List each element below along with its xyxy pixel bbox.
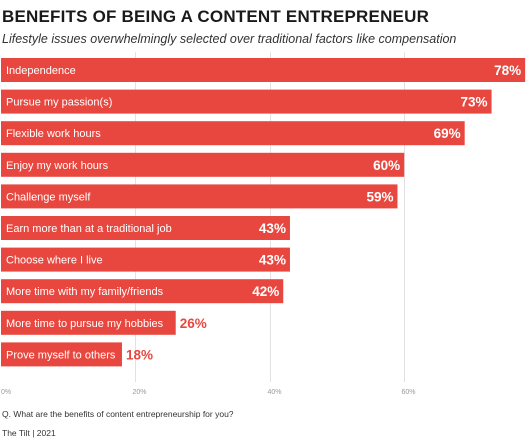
value-label: 43% bbox=[259, 221, 286, 236]
x-axis-ticks: 0% 20% 40% 60% bbox=[1, 389, 416, 396]
x-tick-label: 40% bbox=[268, 389, 282, 396]
bar bbox=[1, 121, 465, 146]
value-label: 69% bbox=[434, 126, 461, 141]
value-label: 78% bbox=[494, 63, 521, 78]
bar bbox=[1, 247, 290, 272]
value-label: 26% bbox=[180, 316, 207, 331]
bar bbox=[1, 342, 122, 367]
category-label: Challenge myself bbox=[6, 191, 91, 203]
bar-chart: Independence 78% Pursue my passion(s) 73% Fl… bbox=[1, 52, 526, 396]
value-label: 42% bbox=[252, 284, 279, 299]
category-label: Prove myself to others bbox=[6, 349, 116, 361]
survey-question: Q. What are the benefits of content entr… bbox=[2, 409, 234, 419]
bar bbox=[1, 89, 492, 114]
chart-subtitle: Lifestyle issues overwhelmingly selected… bbox=[2, 32, 457, 46]
value-label: 43% bbox=[259, 253, 286, 268]
value-label: 18% bbox=[126, 347, 153, 362]
category-label: Choose where I live bbox=[6, 255, 103, 267]
bar bbox=[1, 216, 290, 240]
category-label: Flexible work hours bbox=[6, 128, 101, 140]
chart-title: BENEFITS OF BEING A CONTENT ENTREPRENEUR bbox=[2, 7, 430, 26]
source-credit: The Tilt | 2021 bbox=[2, 428, 56, 438]
category-label: Enjoy my work hours bbox=[6, 160, 109, 172]
value-label: 59% bbox=[366, 189, 393, 204]
bar bbox=[1, 152, 405, 177]
x-tick-label: 20% bbox=[133, 389, 147, 396]
category-label: Pursue my passion(s) bbox=[6, 97, 112, 109]
bars: Independence 78% Pursue my passion(s) 73% Fl… bbox=[1, 58, 526, 367]
value-label: 73% bbox=[461, 95, 488, 110]
value-label: 60% bbox=[373, 158, 400, 173]
x-tick-label: 0% bbox=[1, 389, 11, 396]
x-tick-label: 60% bbox=[402, 389, 416, 396]
bar bbox=[1, 310, 176, 335]
bar bbox=[1, 184, 398, 209]
category-label: Earn more than at a traditional job bbox=[6, 223, 172, 235]
category-label: More time to pursue my hobbies bbox=[6, 318, 164, 330]
category-label: More time with my family/friends bbox=[6, 286, 164, 298]
bar bbox=[1, 58, 526, 82]
category-label: Independence bbox=[6, 65, 76, 77]
bar bbox=[1, 279, 284, 304]
